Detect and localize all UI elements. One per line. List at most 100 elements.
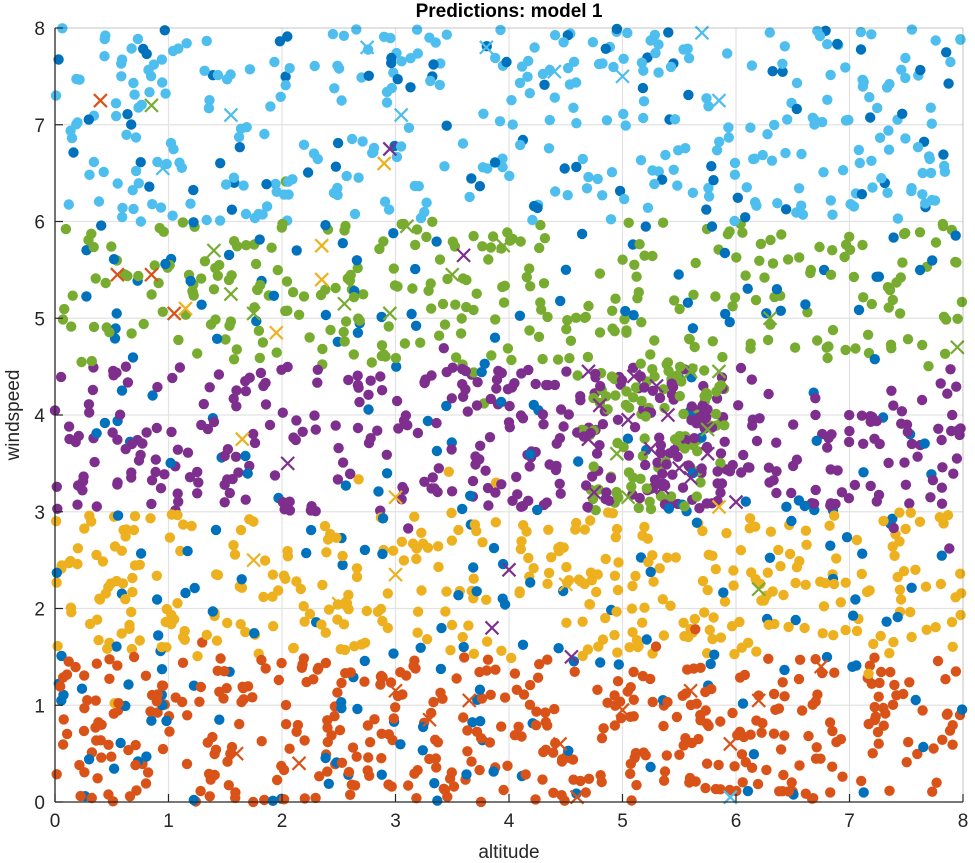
misclassified-x-marker xyxy=(223,286,239,302)
misclassified-x-marker xyxy=(393,107,409,123)
y-axis-label: windspeed xyxy=(3,370,24,462)
misclassified-x-marker xyxy=(643,441,659,457)
misclassified-x-marker xyxy=(331,596,347,611)
x-tick-label: 2 xyxy=(277,811,288,832)
misclassified-x-marker xyxy=(110,267,125,282)
misclassified-x-marker xyxy=(581,431,596,447)
x-tick-label: 5 xyxy=(617,811,628,832)
x-tick-label: 8 xyxy=(958,811,969,832)
x-tick-labels: 0 1 2 3 4 5 6 7 8 xyxy=(50,811,969,832)
misclassified-x-marker xyxy=(683,470,698,486)
misclassified-x-marker xyxy=(683,683,698,699)
misclassified-x-marker xyxy=(547,64,562,79)
data-points xyxy=(49,23,968,808)
misclassified-x-marker xyxy=(206,243,222,258)
misclassified-x-marker xyxy=(422,712,437,728)
misclassified-x-marker xyxy=(382,141,398,157)
misclassified-x-marker xyxy=(178,301,193,316)
misclassified-x-marker xyxy=(484,620,500,636)
misclassified-x-marker xyxy=(683,364,698,379)
misclassified-x-marker xyxy=(620,412,636,428)
misclassified-x-marker xyxy=(609,446,625,461)
misclassified-x-marker xyxy=(337,296,352,312)
misclassified-x-marker xyxy=(813,659,829,674)
misclassified-x-marker xyxy=(950,339,965,355)
misclassified-x-marker xyxy=(586,485,602,500)
misclassified-x-marker xyxy=(461,693,477,708)
misclassified-x-marker xyxy=(93,93,108,108)
misclassified-x-marker xyxy=(314,272,330,287)
x-tick-label: 4 xyxy=(504,811,515,832)
misclassified-x-marker xyxy=(620,489,636,505)
y-tick-label: 8 xyxy=(34,19,45,40)
misclassified-x-marker xyxy=(711,499,727,515)
misclassified-x-marker xyxy=(660,407,676,423)
misclassified-x-marker xyxy=(723,736,738,752)
y-tick-label: 2 xyxy=(34,600,45,621)
y-tick-label: 3 xyxy=(34,503,45,524)
misclassified-x-marker xyxy=(649,378,664,394)
misclassified-x-marker xyxy=(382,306,398,321)
misclassified-x-marker xyxy=(359,40,375,55)
y-tick-label: 7 xyxy=(34,116,45,137)
misclassified-x-marker xyxy=(388,567,403,582)
misclassified-x-marker xyxy=(728,494,744,510)
misclassified-x-marker xyxy=(479,40,494,55)
misclassified-x-marker xyxy=(700,422,715,437)
x-tick-label: 0 xyxy=(50,811,61,832)
misclassified-x-marker xyxy=(229,746,244,761)
y-tick-labels: 0 1 2 3 4 5 6 7 8 xyxy=(34,19,45,814)
y-tick-label: 1 xyxy=(34,696,45,717)
misclassified-x-marker xyxy=(144,98,159,113)
misclassified-x-marker xyxy=(615,702,630,718)
misclassified-x-marker xyxy=(581,364,596,379)
x-tick-label: 1 xyxy=(163,811,174,832)
misclassified-x-marker xyxy=(694,25,710,41)
y-tick-label: 4 xyxy=(34,406,45,427)
y-tick-label: 5 xyxy=(34,309,45,330)
misclassified-x-marker xyxy=(558,577,574,592)
misclassified-x-marker xyxy=(246,306,261,321)
misclassified-x-marker xyxy=(444,267,460,282)
misclassified-x-marker xyxy=(155,161,171,176)
misclassified-x-marker xyxy=(399,219,415,234)
misclassified-x-marker xyxy=(456,248,471,263)
misclassified-x-marker xyxy=(711,364,727,379)
misclassified-x-marker xyxy=(711,93,727,108)
misclassified-x-marker xyxy=(144,267,159,282)
y-tick-label: 0 xyxy=(34,793,45,814)
misclassified-x-marker xyxy=(234,431,250,447)
misclassified-x-marker xyxy=(246,552,261,568)
misclassified-x-marker xyxy=(314,238,330,253)
misclassified-x-marker xyxy=(280,456,295,471)
misclassified-x-marker xyxy=(626,369,642,384)
misclassified-x-marker xyxy=(552,736,568,752)
y-tick-label: 6 xyxy=(34,213,45,234)
misclassified-x-marker xyxy=(654,480,670,495)
x-tick-label: 3 xyxy=(390,811,401,832)
misclassified-x-marker xyxy=(376,156,392,171)
misclassified-x-marker xyxy=(291,756,307,771)
x-tick-label: 7 xyxy=(844,811,855,832)
misclassified-x-marker xyxy=(166,306,182,321)
misclassified-x-marker xyxy=(496,238,511,253)
axes-box xyxy=(54,27,964,803)
misclassified-x-marker xyxy=(501,562,517,578)
misclassified-x-marker xyxy=(269,325,284,341)
chart-title: Predictions: model 1 xyxy=(416,1,603,22)
misclassified-markers xyxy=(93,25,965,805)
misclassified-x-marker xyxy=(615,69,630,84)
misclassified-x-marker xyxy=(388,489,403,505)
misclassified-x-marker xyxy=(671,460,687,476)
misclassified-x-marker xyxy=(751,693,766,708)
x-axis-label: altitude xyxy=(478,842,539,863)
misclassified-x-marker xyxy=(388,683,403,699)
misclassified-x-marker xyxy=(762,310,778,326)
misclassified-x-marker xyxy=(564,649,579,665)
misclassified-x-marker xyxy=(700,446,715,461)
misclassified-x-marker xyxy=(592,398,608,413)
x-tick-label: 6 xyxy=(731,811,742,832)
misclassified-x-marker xyxy=(751,581,766,597)
misclassified-x-marker xyxy=(223,107,239,123)
